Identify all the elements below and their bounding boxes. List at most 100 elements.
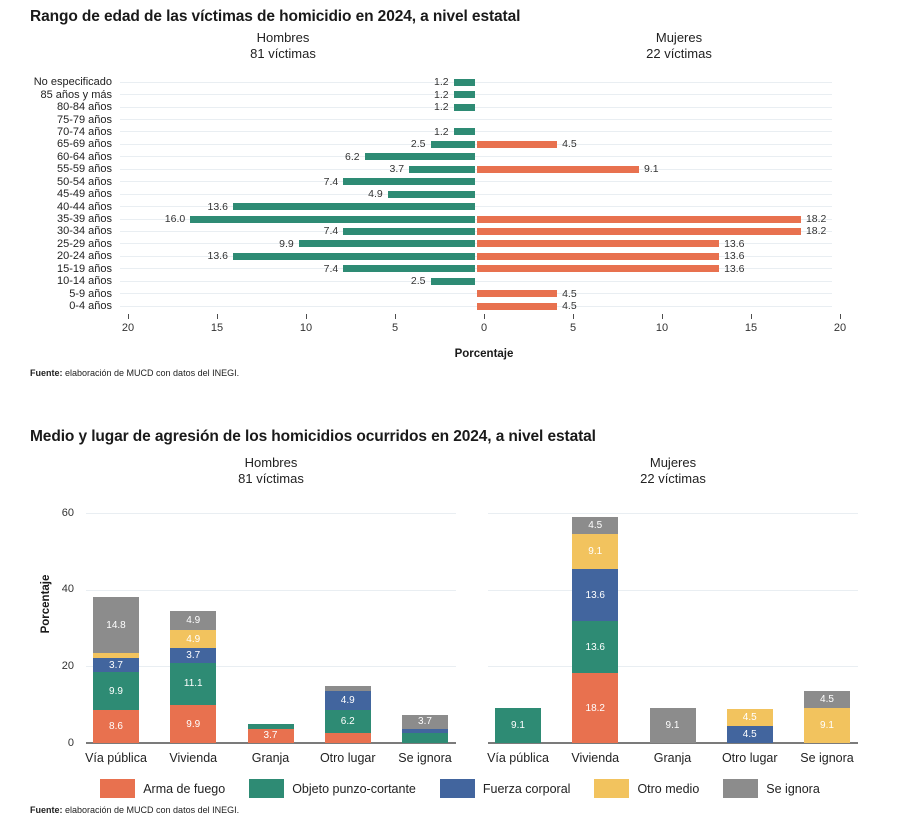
segment-value-label: 13.6 xyxy=(585,641,605,653)
pyramid-row-plot: 9.9 13.6 xyxy=(120,238,832,250)
value-label: 2.5 xyxy=(410,275,426,288)
mujeres-count: 22 víctimas xyxy=(646,46,712,61)
age-chart-title: Rango de edad de las víctimas de homicid… xyxy=(30,8,521,25)
bar-hombres xyxy=(453,91,475,99)
x-axis-line xyxy=(86,742,456,744)
age-category-label: 35-39 años xyxy=(56,213,112,226)
pyramid-row-plot: 1.2 xyxy=(120,126,832,138)
axis-tick xyxy=(305,314,307,319)
grid-line xyxy=(120,280,832,282)
bar-mujeres xyxy=(477,302,558,310)
grid-line xyxy=(120,106,832,108)
legend-label: Se ignora xyxy=(766,781,820,796)
age-category-label: 50-54 años xyxy=(56,175,112,188)
segment-value-label: 3.7 xyxy=(418,716,432,728)
stacked-bar: 6.2 4.9 xyxy=(324,513,371,743)
pyramid-row: 85 años y más 1.2 xyxy=(20,88,840,101)
axis-tick-label: 20 xyxy=(121,322,135,334)
grid-line xyxy=(120,255,832,257)
value-label: 9.1 xyxy=(643,163,659,176)
bar-mujeres xyxy=(477,140,558,148)
grid-line xyxy=(120,305,832,307)
means-chart-title: Medio y lugar de agresión de los homicid… xyxy=(30,428,596,445)
pyramid-row: 65-69 años 2.5 4.5 xyxy=(20,138,840,150)
segment-value-label: 9.9 xyxy=(109,685,123,697)
category-label-otro-lugar: Otro lugar xyxy=(721,751,778,765)
axis-tick-label: 15 xyxy=(210,322,224,334)
bar-segment-objeto-punzo-cortante: 9.1 xyxy=(495,708,541,743)
value-label: 6.2 xyxy=(345,150,360,163)
segment-value-label: 9.9 xyxy=(186,718,201,730)
pyramid-row: 50-54 años 7.4 xyxy=(20,176,840,188)
pyramid-row: 0-4 años 4.5 xyxy=(20,300,840,312)
bar-segment-otro-medio xyxy=(93,653,139,658)
age-category-label: 5-9 años xyxy=(69,287,112,300)
bar-segment-otro-medio: 4.9 xyxy=(170,629,217,649)
grid-line xyxy=(120,94,832,96)
age-category-label: 15-19 años xyxy=(56,262,112,275)
axis-tick xyxy=(572,314,574,319)
stacked-bar: 4.5 4.5 xyxy=(726,513,773,743)
age-category-label: 80-84 años xyxy=(56,101,112,114)
grid-line xyxy=(120,156,832,158)
age-category-label: 70-74 años xyxy=(56,125,112,138)
grid-line xyxy=(120,181,832,183)
grid-line xyxy=(120,230,832,232)
bar-segment-fuerza-corporal: 3.7 xyxy=(170,648,217,663)
bar-segment-se-ignora xyxy=(324,686,371,691)
segment-value-label: 9.1 xyxy=(665,720,680,732)
legend-item: Otro medio xyxy=(594,779,699,798)
segment-value-label: 18.2 xyxy=(585,702,605,714)
means-chart-source: Fuente: elaboración de MUCD con datos de… xyxy=(30,805,240,815)
axis-tick xyxy=(661,314,663,319)
segment-value-label: 4.9 xyxy=(186,633,201,645)
pyramid-row-plot: 7.4 13.6 xyxy=(120,263,832,275)
pyramid-row-plot: 1.2 xyxy=(120,88,832,101)
value-label: 4.5 xyxy=(562,287,577,300)
population-pyramid: No especificado 1.2 85 años y más 1.2 80-84 … xyxy=(20,76,840,312)
segment-value-label: 9.1 xyxy=(820,720,834,732)
pyramid-x-axis: 20 15 10 5 0 5 10 15 20 xyxy=(122,314,846,342)
age-category-label: 20-24 años xyxy=(56,250,112,263)
legend-swatch-icon xyxy=(249,779,285,798)
age-category-label: 75-79 años xyxy=(56,113,112,126)
pyramid-row: 5-9 años 4.5 xyxy=(20,287,840,300)
pyramid-row-plot: 3.7 9.1 xyxy=(120,163,832,175)
segment-value-label: 4.9 xyxy=(186,614,201,626)
age-category-label: 30-34 años xyxy=(56,225,112,238)
mujeres-label: Mujeres xyxy=(655,30,703,45)
value-label: 13.6 xyxy=(207,200,228,213)
bar-hombres xyxy=(343,265,475,273)
x-axis-line xyxy=(488,742,858,744)
category-label-se-ignora: Se ignora xyxy=(800,751,854,765)
legend-item: Arma de fuego xyxy=(100,779,225,798)
pyramid-row-plot: 16.0 18.2 xyxy=(120,213,832,225)
bar-segment-objeto-punzo-cortante: 9.9 xyxy=(93,672,139,711)
bar-segment-fuerza-corporal: 4.5 xyxy=(726,725,773,743)
bar-hombres xyxy=(387,190,475,198)
pyramid-row: 45-49 años 4.9 xyxy=(20,188,840,200)
pyramid-row: 40-44 años 13.6 xyxy=(20,200,840,213)
legend-label: Objeto punzo-cortante xyxy=(292,781,416,796)
age-category-label: 60-64 años xyxy=(56,150,112,163)
means-chart-hombres-header: Hombres 81 víctimas xyxy=(161,455,381,487)
bar-segment-arma-de-fuego: 8.6 xyxy=(93,710,139,743)
bar-hombres xyxy=(453,128,475,136)
age-category-label: 45-49 años xyxy=(56,188,112,201)
axis-tick-label: 5 xyxy=(391,322,399,334)
bar-segment-arma-de-fuego: 3.7 xyxy=(247,728,294,743)
pyramid-row-plot: 1.2 xyxy=(120,76,832,88)
axis-tick xyxy=(839,314,841,319)
grid-line xyxy=(120,131,832,133)
axis-tick-label: 15 xyxy=(744,322,758,334)
bar-hombres xyxy=(190,215,475,223)
grid-line xyxy=(488,666,858,668)
axis-tick xyxy=(127,314,129,319)
pyramid-row-plot: 1.2 xyxy=(120,101,832,113)
bar-segment-otro-medio: 4.5 xyxy=(726,708,773,726)
bar-hombres xyxy=(232,252,475,260)
pyramid-row-plot: 7.4 xyxy=(120,176,832,188)
axis-tick-label: 10 xyxy=(299,322,313,334)
pyramid-row-plot: 4.5 xyxy=(120,287,832,300)
segment-value-label: 4.5 xyxy=(742,711,757,723)
